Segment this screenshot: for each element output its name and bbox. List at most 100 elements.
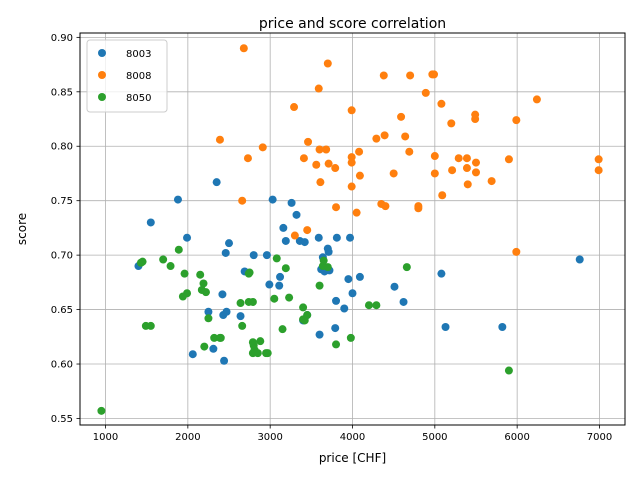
y-tick-label: 0.75 (51, 196, 73, 207)
data-point (594, 166, 603, 175)
data-point (278, 325, 287, 334)
x-tick-label: 3000 (257, 432, 282, 443)
data-point (401, 132, 410, 141)
legend-marker (98, 71, 106, 79)
data-point (200, 342, 209, 351)
data-point (209, 344, 218, 353)
x-axis-label: price [CHF] (319, 451, 386, 465)
data-point (245, 268, 254, 277)
data-point (421, 88, 430, 97)
y-tick-label: 0.90 (51, 33, 73, 44)
x-tick-label: 6000 (504, 432, 529, 443)
data-point (216, 333, 225, 342)
data-point (575, 255, 584, 264)
data-point (471, 115, 480, 124)
data-point (316, 178, 325, 187)
data-point (447, 119, 456, 128)
data-point (220, 356, 229, 365)
data-point (199, 279, 208, 288)
data-point (225, 239, 234, 248)
data-point (243, 154, 252, 163)
x-tick-label: 7000 (587, 432, 612, 443)
data-point (303, 226, 312, 235)
data-point (236, 299, 245, 308)
data-point (332, 296, 341, 305)
legend-label: 8050 (126, 93, 151, 104)
data-point (173, 195, 182, 204)
data-point (270, 294, 279, 303)
data-point (471, 168, 480, 177)
data-point (438, 191, 447, 200)
data-point (512, 247, 521, 256)
data-point (462, 164, 471, 173)
data-point (249, 251, 258, 260)
data-point (462, 154, 471, 163)
data-point (405, 147, 414, 156)
data-point (340, 304, 349, 313)
data-point (196, 270, 205, 279)
data-point (279, 223, 288, 232)
data-point (236, 312, 245, 321)
legend-label: 8008 (126, 71, 151, 82)
data-point (290, 231, 299, 240)
data-point (166, 262, 175, 271)
data-point (448, 166, 457, 175)
data-point (159, 255, 168, 264)
data-point (406, 71, 415, 80)
data-point (441, 323, 450, 331)
data-point (315, 281, 324, 290)
data-point (454, 154, 463, 163)
x-tick-label: 5000 (422, 432, 447, 443)
data-point (188, 350, 197, 359)
data-point (272, 254, 281, 263)
data-point (281, 264, 290, 273)
x-tick-label: 4000 (340, 432, 365, 443)
data-point (390, 282, 399, 291)
data-point (275, 281, 284, 290)
data-point (292, 210, 301, 219)
data-point (239, 44, 248, 53)
data-point (504, 155, 513, 164)
y-tick-label: 0.65 (51, 305, 73, 316)
data-point (372, 301, 381, 310)
data-point (397, 112, 406, 121)
data-point (222, 307, 231, 316)
data-point (262, 251, 271, 260)
data-point (204, 314, 213, 323)
data-point (331, 164, 340, 173)
data-point (322, 145, 331, 154)
data-point (263, 349, 272, 358)
data-point (256, 337, 265, 346)
data-point (300, 238, 309, 247)
data-point (332, 233, 341, 242)
data-point (315, 330, 324, 339)
y-tick-label: 0.85 (51, 87, 73, 98)
data-point (268, 195, 277, 204)
data-point (323, 263, 332, 272)
data-point (221, 248, 230, 257)
data-point (347, 153, 356, 162)
data-point (532, 95, 541, 104)
data-point (594, 155, 603, 164)
data-point (414, 202, 423, 211)
data-point (238, 196, 247, 205)
data-point (355, 272, 364, 281)
y-tick-label: 0.55 (51, 414, 73, 425)
data-point (379, 71, 388, 80)
data-point (146, 218, 155, 227)
data-point (504, 366, 513, 375)
y-axis: 0.55 0.60 0.65 0.70 0.75 0.80 0.85 0.90 (51, 33, 80, 425)
legend-marker (98, 93, 106, 101)
data-point (314, 233, 323, 242)
x-tick-label: 1000 (93, 432, 118, 443)
data-point (218, 290, 227, 299)
data-point (437, 269, 446, 278)
data-point (276, 272, 285, 281)
data-point (355, 147, 364, 156)
data-point (258, 143, 267, 152)
data-point (402, 263, 411, 272)
data-point (347, 182, 356, 191)
data-point (287, 198, 296, 207)
data-point (380, 131, 389, 140)
